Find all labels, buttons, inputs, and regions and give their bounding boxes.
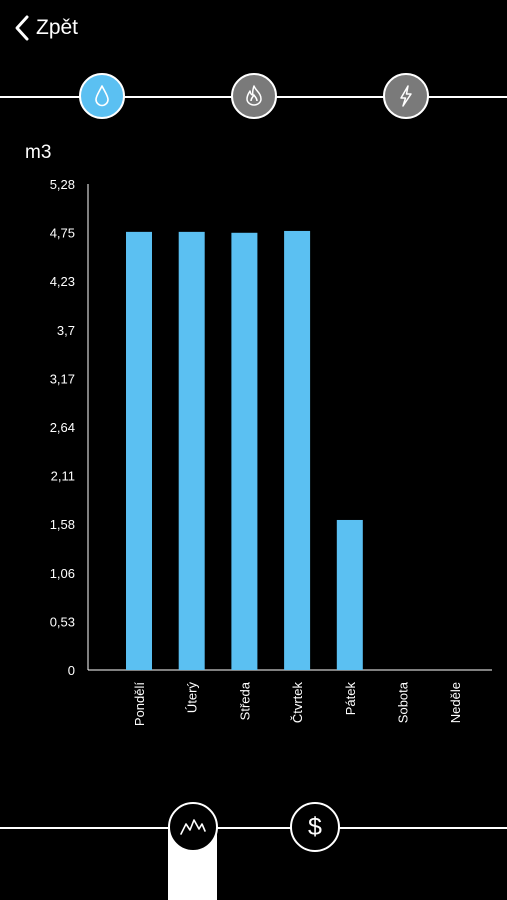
x-tick-label: Neděle xyxy=(448,682,463,723)
y-tick-label: 3,17 xyxy=(50,371,75,386)
x-tick-label: Úterý xyxy=(185,682,200,714)
y-tick-label: 1,58 xyxy=(50,517,75,532)
bar xyxy=(284,230,311,670)
dollar-icon: $ xyxy=(308,812,322,841)
category-water-button[interactable] xyxy=(79,73,125,119)
y-tick-label: 3,7 xyxy=(57,323,75,338)
y-tick-label: 4,23 xyxy=(50,274,75,289)
x-tick-label: Pátek xyxy=(343,682,358,716)
y-tick-label: 1,06 xyxy=(50,566,75,581)
y-tick-label: 4,75 xyxy=(50,226,75,241)
flame-icon xyxy=(246,85,262,106)
x-tick-label: Čtvrtek xyxy=(290,682,305,724)
category-electricity-button[interactable] xyxy=(383,73,429,119)
category-gas-button[interactable] xyxy=(231,73,277,119)
chevron-left-icon xyxy=(15,15,29,41)
line-graph-icon xyxy=(180,819,206,835)
y-tick-label: 0 xyxy=(68,663,75,678)
bar xyxy=(178,231,205,670)
tab-cost-button[interactable]: $ xyxy=(290,802,340,852)
x-tick-label: Středa xyxy=(237,681,252,720)
x-tick-label: Pondělí xyxy=(132,682,147,726)
x-tick-label: Sobota xyxy=(396,681,411,723)
y-tick-label: 2,64 xyxy=(50,420,75,435)
tab-consumption-button[interactable] xyxy=(168,802,218,852)
back-button[interactable]: Zpět xyxy=(14,12,78,44)
bar xyxy=(126,231,152,670)
chart-unit-label: m3 xyxy=(25,142,52,163)
y-tick-label: 2,11 xyxy=(51,469,75,484)
y-tick-label: 0,53 xyxy=(50,614,75,629)
bar xyxy=(336,519,363,670)
bottom-tab-track xyxy=(0,827,507,829)
lightning-icon xyxy=(400,85,412,107)
water-drop-icon xyxy=(95,85,109,107)
back-label: Zpět xyxy=(36,16,79,39)
bar xyxy=(231,232,258,670)
consumption-bar-chart: 0 0,53 1,06 1,58 2,11 2,64 3,17 3,7 4,23 4,75 5,28… xyxy=(50,177,492,726)
y-tick-label: 5,28 xyxy=(50,177,75,192)
